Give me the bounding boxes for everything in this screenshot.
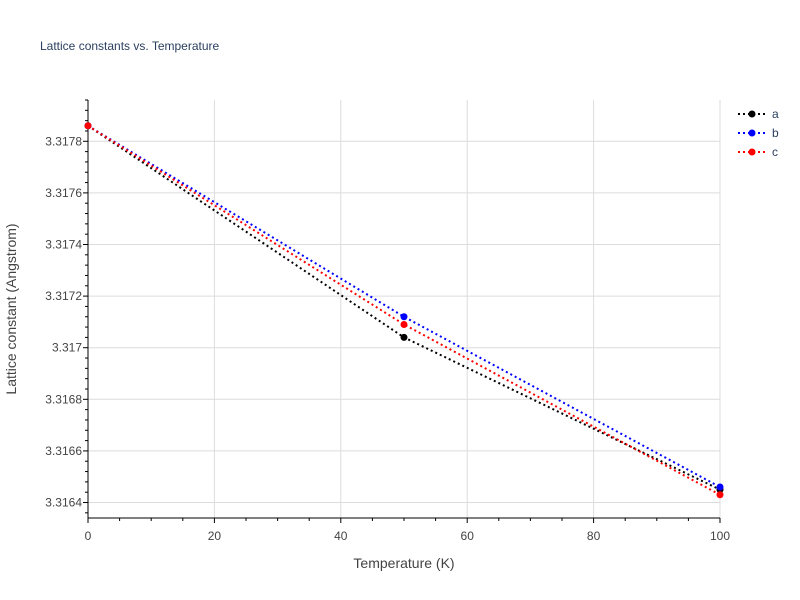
grid	[88, 100, 721, 518]
legend-marker-b	[748, 129, 756, 137]
axes: 0 20 40 60 80 100 3.3164 3.3166 3.3168 3.317 3.317…	[45, 99, 730, 543]
legend-label-c: c	[772, 145, 778, 159]
series-line-b	[87, 124, 721, 488]
legend-marker-a	[748, 110, 756, 118]
y-tick-label: 3.3166	[45, 444, 82, 458]
legend-item-a[interactable]: a	[738, 107, 779, 121]
y-tick-label: 3.3174	[45, 237, 82, 251]
data-point-b[interactable]	[716, 483, 724, 491]
y-tick-label: 3.3168	[45, 392, 82, 406]
x-tick-label: 20	[208, 529, 222, 543]
series-layer	[84, 122, 724, 499]
chart-title: Lattice constants vs. Temperature	[40, 39, 220, 53]
x-tick-label: 40	[334, 529, 348, 543]
legend-item-b[interactable]: b	[738, 126, 779, 140]
series-line-c	[87, 124, 721, 496]
legend-label-a: a	[772, 107, 779, 121]
x-tick-label: 0	[85, 529, 92, 543]
y-tick-label: 3.317	[52, 341, 82, 355]
data-point-c[interactable]	[716, 491, 724, 499]
legend-label-b: b	[772, 126, 779, 140]
x-tick-label: 60	[461, 529, 475, 543]
y-tick-label: 3.3176	[45, 186, 82, 200]
x-axis-title: Temperature (K)	[353, 555, 454, 571]
x-tick-label: 80	[587, 529, 601, 543]
y-tick-label: 3.3178	[45, 134, 82, 148]
data-point-c[interactable]	[400, 320, 408, 328]
data-point-c[interactable]	[84, 122, 92, 130]
y-tick-label: 3.3172	[45, 289, 82, 303]
data-point-b[interactable]	[400, 313, 408, 321]
y-axis-title: Lattice constant (Angstrom)	[3, 223, 19, 394]
y-tick-label: 3.3164	[45, 496, 82, 510]
x-tick-label: 100	[710, 529, 730, 543]
legend-item-c[interactable]: c	[738, 145, 778, 159]
data-point-a[interactable]	[400, 333, 408, 341]
legend-marker-c	[748, 148, 756, 156]
legend[interactable]: abc	[738, 107, 779, 159]
